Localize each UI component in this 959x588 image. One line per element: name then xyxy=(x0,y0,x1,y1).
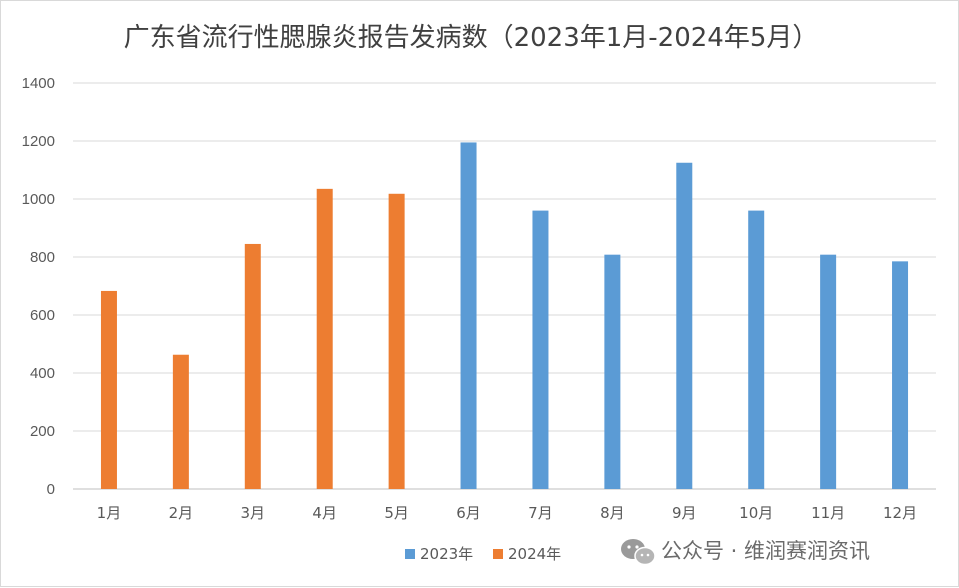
legend-label: 2024年 xyxy=(508,545,561,563)
x-tick-label: 10月 xyxy=(739,504,773,522)
bar xyxy=(388,193,405,489)
bars xyxy=(100,142,909,489)
bar xyxy=(532,210,549,489)
watermark-text: 公众号 · 维润赛润资讯 xyxy=(661,539,870,563)
x-tick-label: 9月 xyxy=(672,504,697,522)
y-tick-label: 1200 xyxy=(22,133,55,150)
x-axis-ticks: 1月 2月 3月 4月 5月 6月 7月 8月 9月 10月 11月 12月 xyxy=(97,504,917,522)
watermark: 公众号 · 维润赛润资讯 xyxy=(621,539,870,566)
x-tick-label: 3月 xyxy=(241,504,266,522)
x-tick-label: 7月 xyxy=(528,504,553,522)
y-tick-label: 1000 xyxy=(22,191,55,208)
x-tick-label: 2月 xyxy=(169,504,194,522)
bar xyxy=(892,261,909,489)
wechat-icon xyxy=(621,539,656,566)
bar xyxy=(172,354,189,489)
legend: 2023年 2024年 xyxy=(405,545,561,563)
bar xyxy=(460,142,477,489)
y-axis-ticks: 0 200 400 600 800 1000 1200 1400 xyxy=(22,75,55,498)
bar xyxy=(748,210,765,489)
bar xyxy=(244,243,261,489)
y-tick-label: 1400 xyxy=(22,75,55,92)
legend-swatch xyxy=(405,549,415,559)
x-tick-label: 12月 xyxy=(883,504,917,522)
bar xyxy=(604,254,621,489)
y-tick-label: 200 xyxy=(30,423,55,440)
bar xyxy=(100,290,117,489)
x-tick-label: 4月 xyxy=(312,504,337,522)
y-tick-label: 400 xyxy=(30,365,55,382)
bar xyxy=(316,188,333,489)
y-tick-label: 0 xyxy=(47,481,55,498)
y-tick-label: 800 xyxy=(30,249,55,266)
legend-label: 2023年 xyxy=(420,545,473,563)
x-tick-label: 11月 xyxy=(811,504,845,522)
x-tick-label: 1月 xyxy=(97,504,122,522)
chart-title: 广东省流行性腮腺炎报告发病数（2023年1月-2024年5月） xyxy=(124,23,819,53)
legend-swatch xyxy=(493,549,503,559)
x-tick-label: 6月 xyxy=(456,504,481,522)
x-tick-label: 8月 xyxy=(600,504,625,522)
bar xyxy=(820,254,837,489)
x-tick-label: 5月 xyxy=(384,504,409,522)
bar xyxy=(676,162,693,489)
gridlines xyxy=(73,82,936,490)
y-tick-label: 600 xyxy=(30,307,55,324)
